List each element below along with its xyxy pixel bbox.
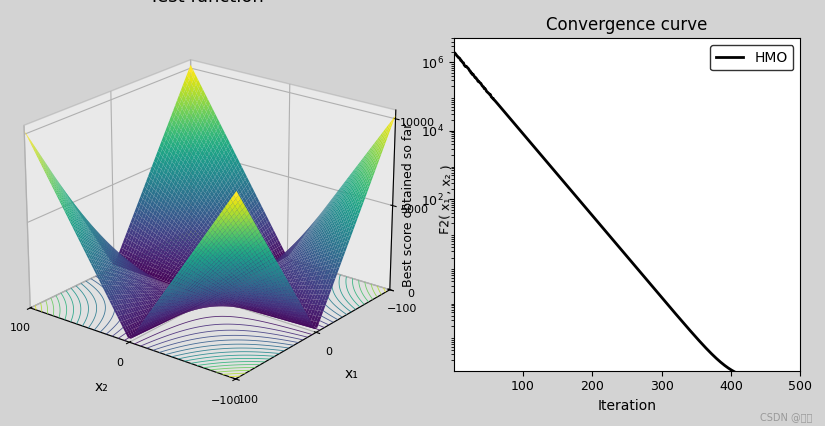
Title: Convergence curve: Convergence curve (546, 16, 708, 34)
Y-axis label: x₁: x₁ (344, 367, 358, 381)
HMO (615, 247, 625, 252)
HMO (787, 378, 797, 383)
HMO (795, 378, 805, 383)
Legend: HMO: HMO (710, 45, 794, 70)
X-axis label: Iteration: Iteration (597, 399, 657, 413)
HMO (637, 271, 647, 276)
Line: HMO: HMO (455, 53, 800, 381)
Title: Test function: Test function (148, 0, 264, 6)
HMO (450, 50, 460, 55)
HMO (655, 293, 665, 298)
HMO (614, 244, 624, 249)
X-axis label: x₂: x₂ (94, 380, 108, 394)
HMO (733, 371, 742, 376)
Y-axis label: Best score obtained so far: Best score obtained so far (403, 122, 416, 287)
Text: CSDN @天南: CSDN @天南 (761, 412, 813, 422)
